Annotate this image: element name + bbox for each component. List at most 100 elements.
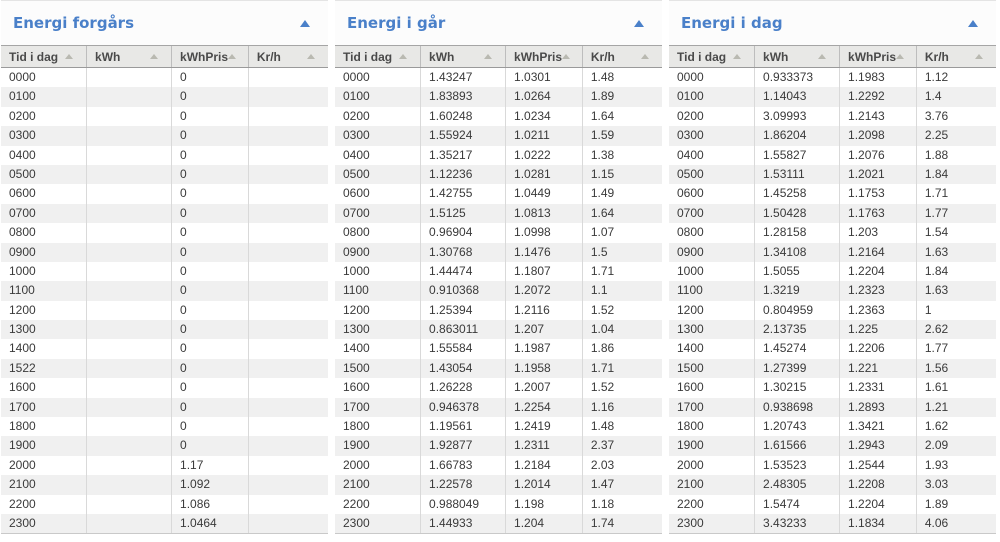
table-row[interactable]: 0000 0.933373 1.1983 1.12 bbox=[669, 68, 996, 88]
table-row[interactable]: 1700 0.938698 1.2893 1.21 bbox=[669, 397, 996, 418]
table-row[interactable]: 1500 1.43054 1.1958 1.71 bbox=[335, 358, 662, 379]
table-row[interactable]: 1800 1.20743 1.3421 1.62 bbox=[669, 417, 996, 437]
sort-up-icon[interactable] bbox=[562, 54, 571, 59]
table-row[interactable]: 1300 0.863011 1.207 1.04 bbox=[335, 320, 662, 340]
table-row[interactable]: 1700 0 bbox=[1, 397, 328, 418]
sort-up-icon[interactable] bbox=[399, 54, 408, 59]
table-row[interactable]: 1200 0 bbox=[1, 300, 328, 321]
table-row[interactable]: 0500 0 bbox=[1, 164, 328, 185]
column-header[interactable]: Kr/h bbox=[581, 46, 662, 67]
sort-up-icon[interactable] bbox=[818, 54, 827, 59]
table-row[interactable]: 0700 1.5125 1.0813 1.64 bbox=[335, 203, 662, 224]
table-row[interactable]: 0200 3.09993 1.2143 3.76 bbox=[669, 106, 996, 127]
table-row[interactable]: 1522 0 bbox=[1, 358, 328, 379]
table-row[interactable]: 1400 0 bbox=[1, 339, 328, 359]
table-row[interactable]: 0200 1.60248 1.0234 1.64 bbox=[335, 106, 662, 127]
table-row[interactable]: 2000 1.53523 1.2544 1.93 bbox=[669, 455, 996, 476]
table-row[interactable]: 0300 1.86204 1.2098 2.25 bbox=[669, 126, 996, 146]
table-row[interactable]: 2200 0.988049 1.198 1.18 bbox=[335, 494, 662, 514]
panel-header[interactable]: Energi i dag bbox=[669, 1, 996, 45]
table-row[interactable]: 2000 1.66783 1.2184 2.03 bbox=[335, 455, 662, 476]
chevron-up-icon[interactable] bbox=[300, 19, 310, 27]
table-row[interactable]: 0900 1.30768 1.1476 1.5 bbox=[335, 242, 662, 262]
table-row[interactable]: 1100 0 bbox=[1, 281, 328, 301]
table-row[interactable]: 0000 1.43247 1.0301 1.48 bbox=[335, 68, 662, 88]
table-row[interactable]: 0800 1.28158 1.203 1.54 bbox=[669, 223, 996, 243]
table-row[interactable]: 1600 1.26228 1.2007 1.52 bbox=[335, 378, 662, 398]
sort-up-icon[interactable] bbox=[484, 54, 493, 59]
sort-up-icon[interactable] bbox=[306, 54, 315, 59]
table-row[interactable]: 0100 1.83893 1.0264 1.89 bbox=[335, 87, 662, 107]
column-header[interactable]: kWh bbox=[754, 46, 839, 67]
table-row[interactable]: 2300 1.0464 bbox=[1, 513, 328, 534]
sort-up-icon[interactable] bbox=[150, 54, 159, 59]
table-row[interactable]: 0400 1.35217 1.0222 1.38 bbox=[335, 145, 662, 165]
table-row[interactable]: 1200 1.25394 1.2116 1.52 bbox=[335, 300, 662, 321]
sort-up-icon[interactable] bbox=[896, 54, 905, 59]
sort-up-icon[interactable] bbox=[733, 54, 742, 59]
column-header[interactable]: Tid i dag bbox=[335, 46, 420, 67]
table-row[interactable]: 2300 3.43233 1.1834 4.06 bbox=[669, 513, 996, 534]
table-row[interactable]: 1100 0.910368 1.2072 1.1 bbox=[335, 281, 662, 301]
column-header[interactable]: Tid i dag bbox=[669, 46, 754, 67]
column-header[interactable]: kWhPris bbox=[505, 46, 582, 67]
table-row[interactable]: 2100 2.48305 1.2208 3.03 bbox=[669, 475, 996, 495]
table-row[interactable]: 1800 0 bbox=[1, 417, 328, 437]
column-header[interactable]: kWhPris bbox=[171, 46, 248, 67]
table-row[interactable]: 0600 1.45258 1.1753 1.71 bbox=[669, 184, 996, 204]
table-row[interactable]: 2200 1.5474 1.2204 1.89 bbox=[669, 494, 996, 514]
column-header[interactable]: Tid i dag bbox=[1, 46, 86, 67]
table-row[interactable]: 1400 1.45274 1.2206 1.77 bbox=[669, 339, 996, 359]
table-row[interactable]: 1900 0 bbox=[1, 436, 328, 456]
column-header[interactable]: kWhPris bbox=[839, 46, 916, 67]
table-row[interactable]: 2200 1.086 bbox=[1, 494, 328, 514]
table-row[interactable]: 0600 0 bbox=[1, 184, 328, 204]
table-row[interactable]: 1100 1.3219 1.2323 1.63 bbox=[669, 281, 996, 301]
sort-up-icon[interactable] bbox=[65, 54, 74, 59]
column-header[interactable]: Kr/h bbox=[915, 46, 996, 67]
table-row[interactable]: 1900 1.61566 1.2943 2.09 bbox=[669, 436, 996, 456]
table-row[interactable]: 1500 1.27399 1.221 1.56 bbox=[669, 358, 996, 379]
sort-up-icon[interactable] bbox=[974, 54, 983, 59]
chevron-up-icon[interactable] bbox=[634, 19, 644, 27]
table-row[interactable]: 0100 1.14043 1.2292 1.4 bbox=[669, 87, 996, 107]
panel-header[interactable]: Energi i går bbox=[335, 1, 662, 45]
table-row[interactable]: 0400 1.55827 1.2076 1.88 bbox=[669, 145, 996, 165]
column-header[interactable]: kWh bbox=[86, 46, 171, 67]
table-row[interactable]: 0700 0 bbox=[1, 203, 328, 224]
column-header[interactable]: kWh bbox=[420, 46, 505, 67]
sort-up-icon[interactable] bbox=[640, 54, 649, 59]
table-row[interactable]: 2000 1.17 bbox=[1, 455, 328, 476]
column-header[interactable]: Kr/h bbox=[247, 46, 328, 67]
table-row[interactable]: 2100 1.22578 1.2014 1.47 bbox=[335, 475, 662, 495]
table-row[interactable]: 1300 0 bbox=[1, 320, 328, 340]
sort-up-icon[interactable] bbox=[228, 54, 237, 59]
table-row[interactable]: 0800 0 bbox=[1, 223, 328, 243]
table-row[interactable]: 0700 1.50428 1.1763 1.77 bbox=[669, 203, 996, 224]
table-row[interactable]: 0800 0.96904 1.0998 1.07 bbox=[335, 223, 662, 243]
table-row[interactable]: 1900 1.92877 1.2311 2.37 bbox=[335, 436, 662, 456]
table-row[interactable]: 1000 1.5055 1.2204 1.84 bbox=[669, 261, 996, 282]
table-row[interactable]: 0200 0 bbox=[1, 106, 328, 127]
table-row[interactable]: 2100 1.092 bbox=[1, 475, 328, 495]
table-row[interactable]: 0900 1.34108 1.2164 1.63 bbox=[669, 242, 996, 262]
table-row[interactable]: 0500 1.12236 1.0281 1.15 bbox=[335, 164, 662, 185]
table-row[interactable]: 1400 1.55584 1.1987 1.86 bbox=[335, 339, 662, 359]
table-row[interactable]: 0300 1.55924 1.0211 1.59 bbox=[335, 126, 662, 146]
table-row[interactable]: 1000 1.44474 1.1807 1.71 bbox=[335, 261, 662, 282]
table-row[interactable]: 1800 1.19561 1.2419 1.48 bbox=[335, 417, 662, 437]
table-row[interactable]: 0600 1.42755 1.0449 1.49 bbox=[335, 184, 662, 204]
table-row[interactable]: 1600 0 bbox=[1, 378, 328, 398]
table-row[interactable]: 0300 0 bbox=[1, 126, 328, 146]
table-row[interactable]: 0500 1.53111 1.2021 1.84 bbox=[669, 164, 996, 185]
chevron-up-icon[interactable] bbox=[968, 19, 978, 27]
table-row[interactable]: 1600 1.30215 1.2331 1.61 bbox=[669, 378, 996, 398]
table-row[interactable]: 2300 1.44933 1.204 1.74 bbox=[335, 513, 662, 534]
table-row[interactable]: 1000 0 bbox=[1, 261, 328, 282]
table-row[interactable]: 0900 0 bbox=[1, 242, 328, 262]
table-row[interactable]: 0100 0 bbox=[1, 87, 328, 107]
table-row[interactable]: 1700 0.946378 1.2254 1.16 bbox=[335, 397, 662, 418]
panel-header[interactable]: Energi forgårs bbox=[1, 1, 328, 45]
table-row[interactable]: 1300 2.13735 1.225 2.62 bbox=[669, 320, 996, 340]
table-row[interactable]: 0400 0 bbox=[1, 145, 328, 165]
